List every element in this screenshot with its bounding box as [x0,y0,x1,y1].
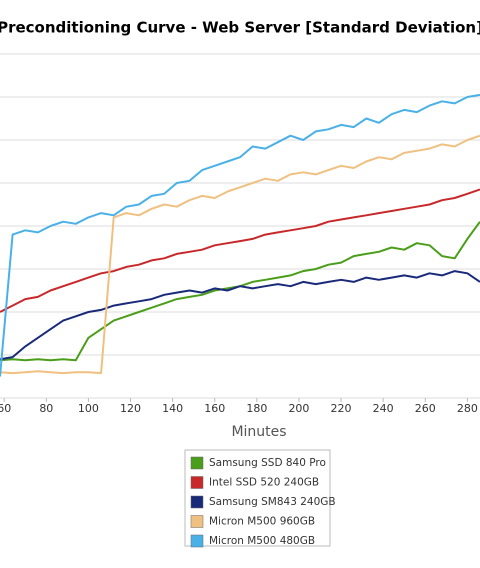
x-tick-label: 180 [246,402,267,415]
x-tick-label: 240 [373,402,394,415]
series-line [0,221,480,362]
legend-box [184,449,331,547]
series-line [0,270,480,361]
series-line [0,134,480,375]
legend-label: Samsung SSD 840 Pro [209,457,326,469]
legend-swatch [190,515,204,528]
x-tick-label: 280 [457,402,478,415]
legend-label: Micron M500 480GB [209,535,315,547]
x-tick-label: 60 [0,402,11,415]
x-tick-label: 140 [162,402,183,415]
x-tick-label: 100 [78,402,99,415]
series-line [0,188,480,313]
x-tick-label: 220 [331,402,352,415]
legend-label: Samsung SM843 240GB [209,496,336,508]
x-tick-label: 120 [120,402,141,415]
series-line [0,93,480,377]
x-axis-label: Minutes [231,424,286,440]
legend-label: Intel SSD 520 240GB [209,477,319,489]
legend-label: Micron M500 960GB [209,516,315,528]
x-tick-label: 160 [204,402,225,415]
legend-swatch [190,495,204,509]
chart-title: Preconditioning Curve - Web Server [Stan… [0,19,480,37]
x-tick-label: 200 [288,402,309,415]
legend-swatch [190,476,204,489]
legend-swatch [190,534,204,548]
x-tick-label: 80 [39,402,53,415]
x-tick-label: 260 [415,402,436,415]
legend-swatch [190,456,204,470]
